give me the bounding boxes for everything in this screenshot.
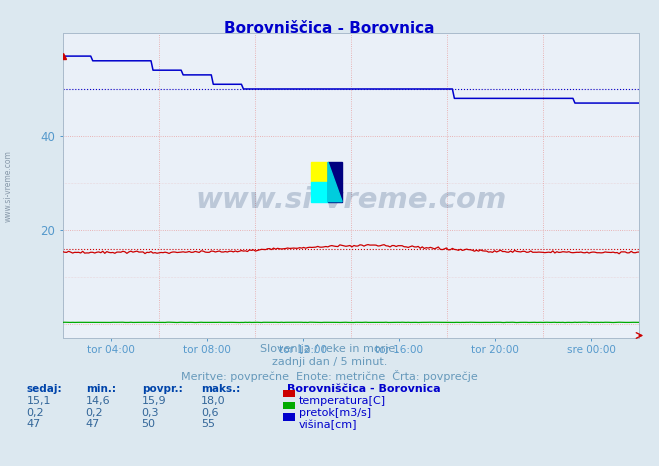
Text: 0,6: 0,6 xyxy=(201,408,219,418)
Text: Borovniščica - Borovnica: Borovniščica - Borovnica xyxy=(224,21,435,36)
Text: www.si-vreme.com: www.si-vreme.com xyxy=(3,151,13,222)
Text: 15,9: 15,9 xyxy=(142,396,166,406)
Text: višina[cm]: višina[cm] xyxy=(299,419,357,430)
Bar xyxy=(310,182,328,202)
Text: maks.:: maks.: xyxy=(201,384,241,394)
Text: 18,0: 18,0 xyxy=(201,396,225,406)
Polygon shape xyxy=(328,162,342,202)
Text: 50: 50 xyxy=(142,419,156,429)
Text: povpr.:: povpr.: xyxy=(142,384,183,394)
Text: min.:: min.: xyxy=(86,384,116,394)
Text: Slovenija / reke in morje.: Slovenija / reke in morje. xyxy=(260,344,399,354)
Text: 47: 47 xyxy=(26,419,41,429)
Text: 0,2: 0,2 xyxy=(86,408,103,418)
Polygon shape xyxy=(328,162,342,202)
Text: 55: 55 xyxy=(201,419,215,429)
Text: pretok[m3/s]: pretok[m3/s] xyxy=(299,408,370,418)
Text: www.si-vreme.com: www.si-vreme.com xyxy=(195,186,507,214)
Text: 15,1: 15,1 xyxy=(26,396,51,406)
Text: Borovniščica - Borovnica: Borovniščica - Borovnica xyxy=(287,384,440,394)
Text: zadnji dan / 5 minut.: zadnji dan / 5 minut. xyxy=(272,357,387,367)
Text: sedaj:: sedaj: xyxy=(26,384,62,394)
Text: Meritve: povprečne  Enote: metrične  Črta: povprečje: Meritve: povprečne Enote: metrične Črta:… xyxy=(181,370,478,382)
Text: 47: 47 xyxy=(86,419,100,429)
Text: 14,6: 14,6 xyxy=(86,396,110,406)
Bar xyxy=(310,162,328,182)
Text: 0,3: 0,3 xyxy=(142,408,159,418)
Text: 0,2: 0,2 xyxy=(26,408,44,418)
Text: temperatura[C]: temperatura[C] xyxy=(299,396,386,406)
